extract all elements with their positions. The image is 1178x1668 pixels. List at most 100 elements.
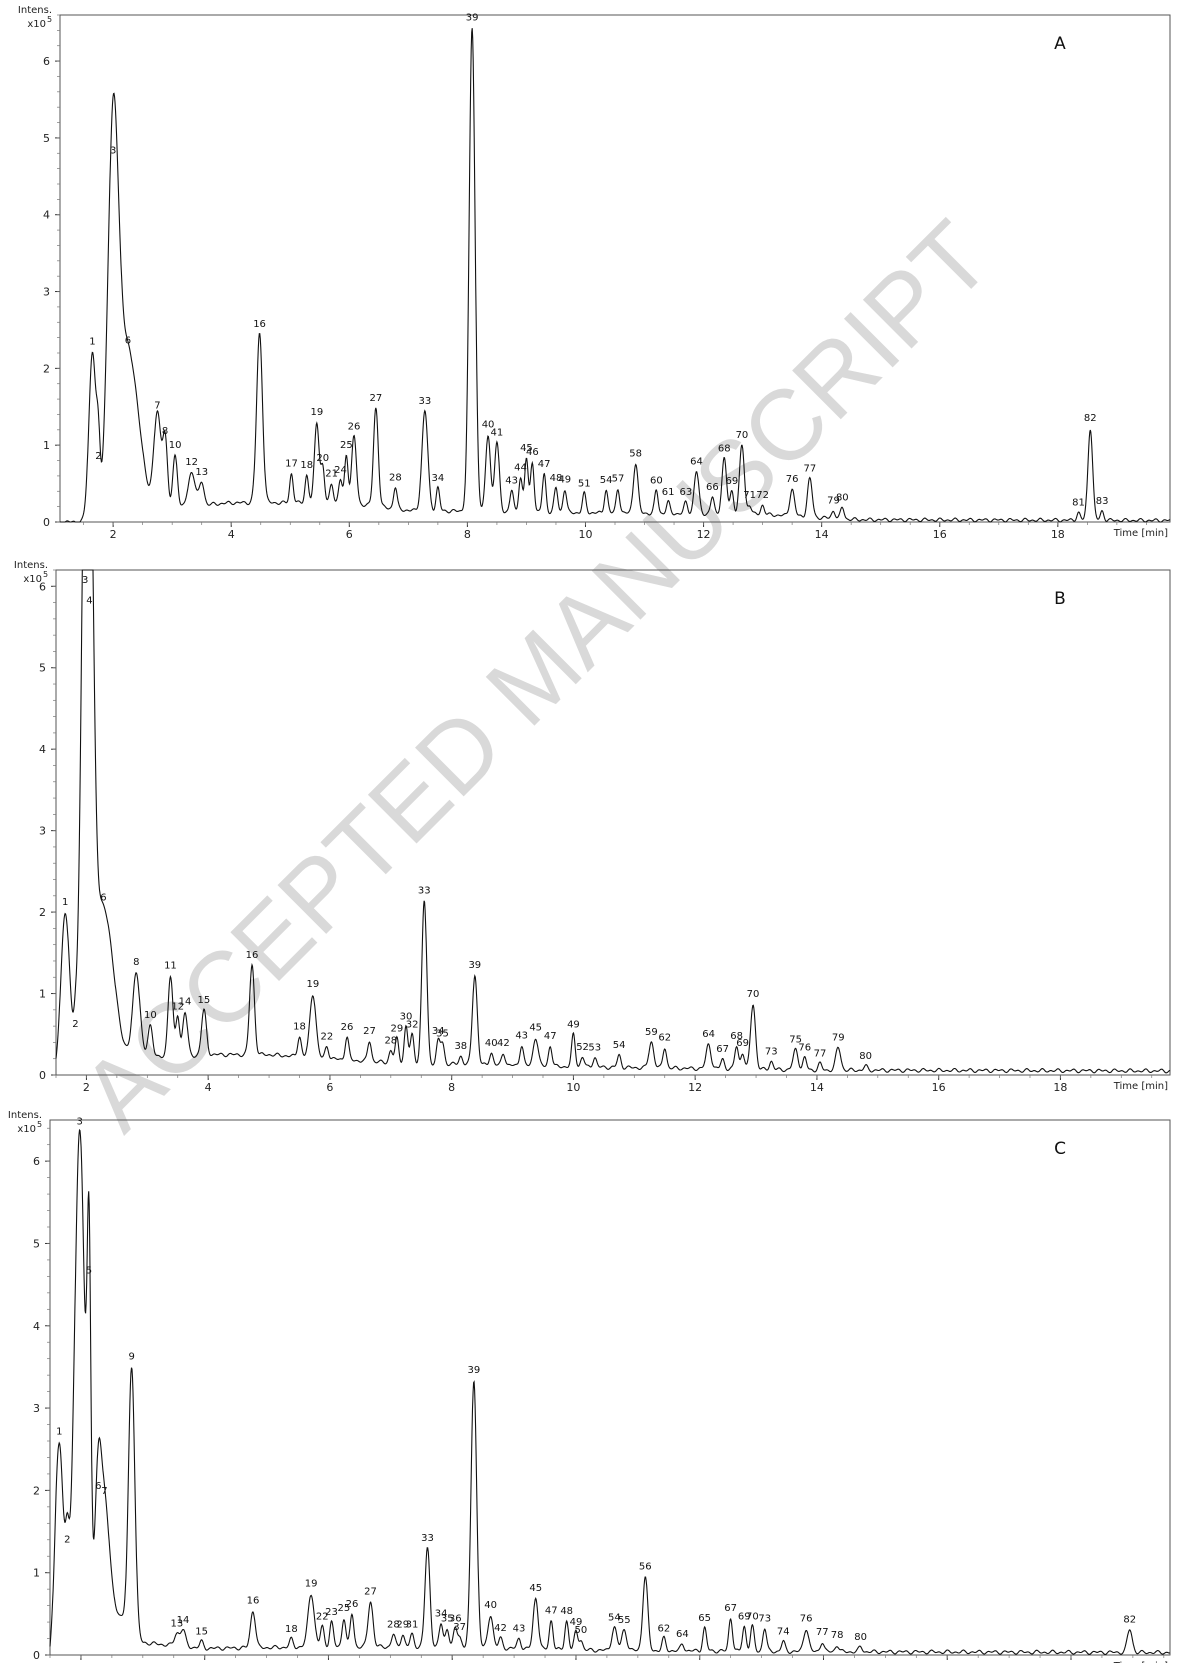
x-tick-label: 14: [810, 1081, 824, 1094]
peak-label: 3: [110, 146, 116, 157]
y-tick-label: 6: [43, 55, 50, 68]
peak-label: 68: [730, 1031, 743, 1042]
peak-label: 27: [363, 1026, 376, 1037]
peak-label: 78: [831, 1630, 844, 1641]
peak-label: 43: [515, 1030, 528, 1041]
peak-label: 17: [285, 459, 298, 470]
peak-label: 51: [578, 479, 591, 490]
peak-label: 26: [341, 1022, 354, 1033]
y-axis-exponent: 5: [47, 15, 52, 24]
x-axis-label: Time [min]: [1113, 528, 1168, 539]
y-tick-label: 5: [39, 662, 46, 675]
y-axis-label: Intens.: [14, 560, 48, 571]
peak-label: 48: [550, 473, 563, 484]
peak-label: 71: [743, 490, 756, 501]
peak-label: 40: [482, 420, 495, 431]
peak-label: 75: [789, 1034, 802, 1045]
peak-label: 76: [798, 1043, 811, 1054]
peak-label: 23: [325, 1607, 338, 1618]
chromatogram-trace: [55, 569, 1171, 1074]
peak-label: 35: [436, 1029, 449, 1040]
peak-label: 49: [570, 1617, 583, 1628]
y-axis-label: Intens.: [8, 1110, 42, 1121]
x-axis-label: Time [min]: [1113, 1081, 1168, 1092]
peak-label: 47: [544, 1031, 557, 1042]
peak-label: 54: [608, 1612, 621, 1623]
peak-label: 50: [575, 1625, 588, 1636]
peak-label: 70: [736, 430, 749, 441]
peak-label: 73: [765, 1046, 778, 1057]
peak-label: 29: [396, 1619, 409, 1630]
peak-label: 80: [859, 1051, 872, 1062]
y-axis-label: Intens.: [18, 5, 52, 16]
peak-label: 76: [800, 1614, 813, 1625]
peak-label: 2: [95, 451, 101, 462]
peak-label: 49: [567, 1019, 580, 1030]
peak-label: 39: [468, 960, 481, 971]
peak-label: 77: [814, 1049, 827, 1060]
peak-label: 43: [513, 1624, 526, 1635]
peak-label: 66: [706, 482, 719, 493]
peak-label: 65: [698, 1613, 711, 1624]
y-tick-label: 0: [33, 1649, 40, 1662]
peak-label: 1: [56, 1426, 62, 1437]
peak-label: 37: [453, 1622, 466, 1633]
peak-label: 76: [786, 474, 799, 485]
peak-label: 15: [195, 1627, 208, 1638]
x-tick-label: 12: [697, 528, 711, 541]
y-tick-label: 4: [43, 209, 50, 222]
peak-label: 6: [100, 892, 106, 903]
peak-label: 3: [77, 1116, 83, 1127]
peak-label: 14: [179, 997, 192, 1008]
peak-label: 64: [676, 1629, 689, 1640]
peak-label: 62: [657, 1623, 670, 1634]
peak-label: 72: [756, 490, 769, 501]
peak-label: 15: [198, 995, 211, 1006]
peak-label: 16: [247, 1596, 260, 1607]
peak-label: 24: [334, 465, 347, 476]
peak-label: 45: [529, 1583, 542, 1594]
y-tick-label: 4: [39, 743, 46, 756]
peak-label: 8: [133, 957, 139, 968]
peak-label: 7: [101, 1486, 107, 1497]
peak-label: 82: [1123, 1614, 1136, 1625]
peak-label: 12: [185, 457, 198, 468]
peak-label: 47: [545, 1606, 558, 1617]
peak-label: 12: [171, 1001, 184, 1012]
peak-label: 54: [600, 475, 613, 486]
peak-label: 31: [406, 1619, 419, 1630]
peak-label: 77: [803, 464, 816, 475]
peak-label: 69: [738, 1611, 751, 1622]
peak-label: 18: [285, 1624, 298, 1635]
peak-label: 79: [832, 1032, 845, 1043]
x-tick-label: 16: [932, 1081, 946, 1094]
y-tick-label: 2: [33, 1484, 40, 1497]
x-tick-label: 6: [346, 528, 353, 541]
peak-label: 42: [497, 1038, 510, 1049]
peak-label: 22: [316, 1611, 329, 1622]
peak-label: 68: [718, 444, 731, 455]
peak-label: 61: [662, 487, 675, 498]
peak-label: 14: [177, 1615, 190, 1626]
peak-label: 52: [576, 1042, 589, 1053]
peak-label: 69: [736, 1038, 749, 1049]
plot-frame: [59, 14, 1171, 523]
peak-label: 39: [468, 1365, 481, 1376]
peak-label: 4: [86, 595, 92, 606]
peak-label: 1: [62, 897, 68, 908]
peak-label: 34: [435, 1609, 448, 1620]
peak-label: 67: [724, 1603, 737, 1614]
peak-label: 34: [432, 473, 445, 484]
peak-label: 18: [300, 460, 313, 471]
peak-label: 33: [418, 886, 431, 897]
peak-label: 20: [316, 453, 329, 464]
panel-label: B: [1054, 589, 1066, 609]
peak-label: 30: [400, 1011, 413, 1022]
plot-frame: [49, 1119, 1171, 1656]
y-axis-exponent: 5: [37, 1120, 42, 1129]
peak-label: 70: [747, 989, 760, 1000]
peak-label: 41: [491, 427, 504, 438]
peak-label: 63: [679, 487, 692, 498]
peak-label: 60: [650, 475, 663, 486]
